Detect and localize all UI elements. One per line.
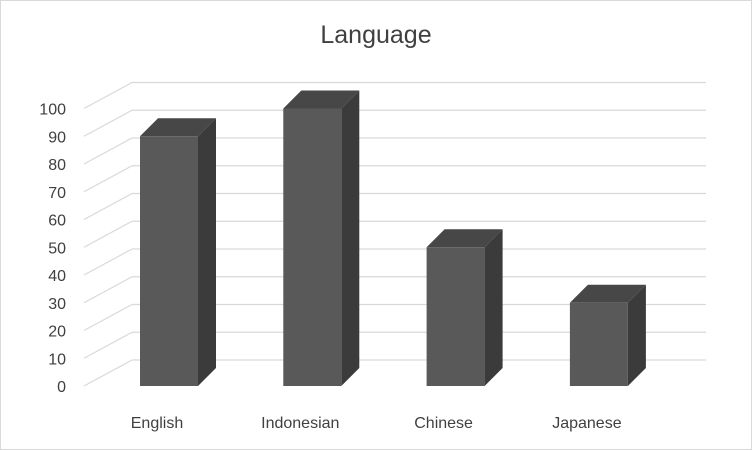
y-tick-label: 80 [48,157,66,174]
bar-front [140,136,198,386]
gridline-side-4 [83,248,133,276]
gridline-side-1 [83,331,133,359]
y-tick-label: 30 [48,296,66,313]
x-axis-labels: English Indonesian Chinese Japanese [131,415,622,432]
bars [140,90,646,386]
x-tick-label: English [131,415,183,432]
y-tick-label: 100 [39,102,66,119]
bar-top [569,284,646,303]
y-tick-label: 70 [48,185,66,202]
bar-top [426,229,503,248]
gridline-side-8 [83,137,133,165]
x-tick-label: Indonesian [261,415,339,432]
y-axis-ticks: 0 10 20 30 40 50 60 70 80 90 100 [39,102,66,397]
bar-english [140,118,216,386]
bar-front [426,247,485,386]
bar-top [140,118,216,137]
gridline-side-10 [83,81,133,110]
y-tick-label: 40 [48,268,66,285]
gridline-side-9 [83,109,133,137]
gridline-side-2 [83,303,133,332]
y-tick-label: 90 [48,129,66,146]
bar-chinese [426,229,503,386]
gridline-side-5 [83,220,133,248]
bar-japanese [569,284,646,386]
gridline-side-3 [83,276,133,304]
y-tick-label: 20 [48,324,66,341]
bar-side [198,118,216,386]
bar-front [283,108,342,386]
bar-side [484,229,503,386]
gridlines [83,81,706,387]
x-tick-label: Chinese [414,415,473,432]
y-tick-label: 0 [57,379,66,396]
chart-title: Language [320,21,431,49]
y-tick-label: 10 [48,351,66,368]
bar-side [627,284,646,386]
x-tick-label: Japanese [552,415,621,432]
y-tick-label: 60 [48,213,66,230]
y-tick-label: 50 [48,240,66,257]
gridline-side-7 [83,165,133,193]
bar-front [569,302,628,386]
gridline-side-6 [83,192,133,221]
gridline-side-0 [83,359,133,387]
bar-top [283,90,360,109]
bar-indonesian [283,90,360,386]
bar-side [341,90,360,386]
